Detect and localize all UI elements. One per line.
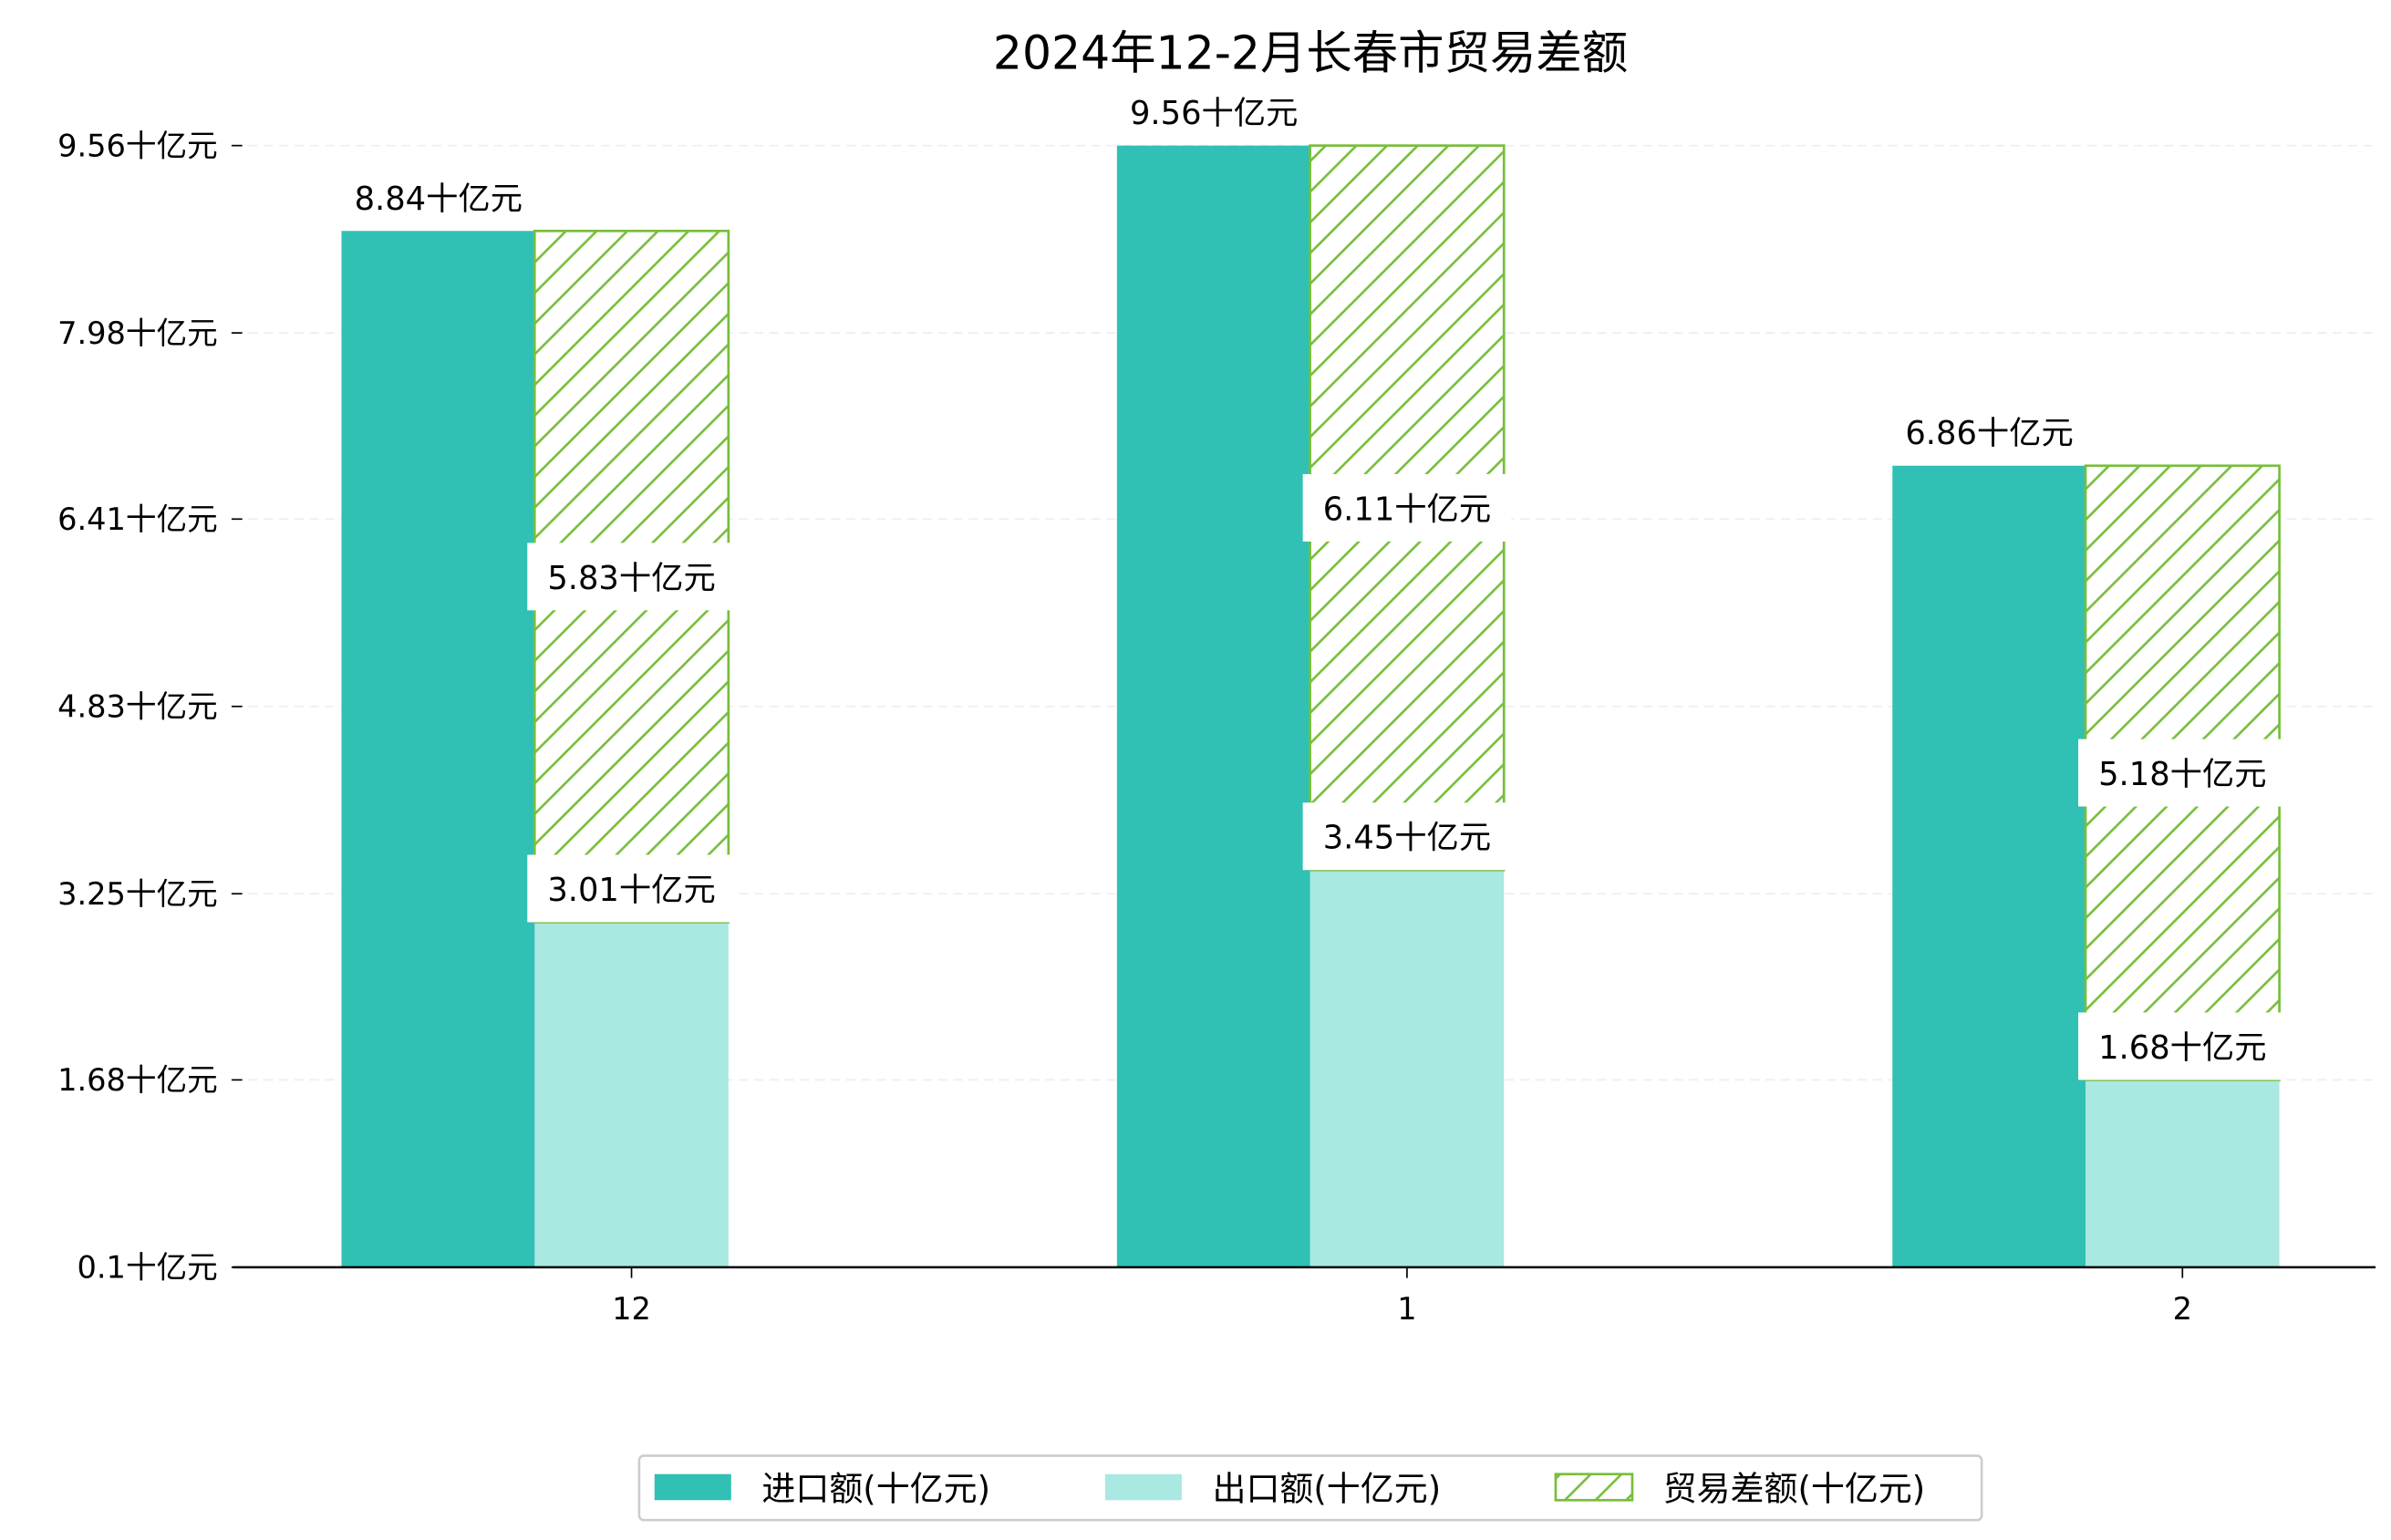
export-bar (1309, 870, 1505, 1267)
legend-swatch (654, 1473, 731, 1501)
import-value-label: 9.56十亿元 (1130, 95, 1298, 132)
trade-balance-value-label-bg (527, 543, 736, 611)
legend-swatch (1104, 1473, 1182, 1501)
legend-swatch (1554, 1473, 1634, 1502)
trade-balance-value-label: 6.11十亿元 (1323, 491, 1491, 528)
trade-balance-value-label: 5.83十亿元 (547, 560, 715, 597)
import-bar (341, 231, 536, 1267)
trade-balance-value-label-bg (2078, 739, 2287, 807)
export-value-label-bg (2078, 1012, 2287, 1080)
export-value-label-bg (527, 854, 736, 923)
import-bar (1116, 145, 1311, 1267)
chart-title: 2024年12-2月长春市贸易差额 (993, 26, 1628, 80)
y-tick-label: 1.68十亿元 (57, 1062, 218, 1098)
import-bar (1892, 465, 2086, 1267)
legend-frame (637, 1454, 1983, 1522)
export-value-label: 3.45十亿元 (1323, 820, 1491, 857)
x-tick-label: 1 (1397, 1291, 1416, 1327)
y-tick-label: 7.98十亿元 (57, 315, 218, 351)
legend: 进口额(十亿元) 出口额(十亿元) 贸易差额(十亿元) (637, 1454, 1983, 1522)
legend-label: 进口额(十亿元) (761, 1469, 990, 1508)
trade-balance-value-label: 5.18十亿元 (2098, 756, 2266, 793)
y-tick-label: 6.41十亿元 (57, 501, 218, 537)
trade-balance-value-label-bg (1302, 473, 1512, 542)
legend-label: 贸易差额(十亿元) (1663, 1469, 1926, 1508)
y-tick-label: 4.83十亿元 (57, 689, 218, 725)
legend-label: 出口额(十亿元) (1212, 1469, 1441, 1508)
import-value-label: 8.84十亿元 (355, 181, 523, 218)
y-tick-label: 9.56十亿元 (57, 128, 218, 163)
y-tick-label: 0.1十亿元 (77, 1250, 217, 1286)
export-bar (2086, 1080, 2280, 1267)
export-bar (534, 922, 729, 1267)
export-value-label-bg (1302, 802, 1512, 871)
export-value-label: 1.68十亿元 (2098, 1029, 2266, 1067)
x-tick-label: 2 (2173, 1291, 2192, 1327)
import-value-label: 6.86十亿元 (1905, 415, 2073, 452)
x-tick-label: 12 (612, 1291, 651, 1327)
export-value-label: 3.01十亿元 (547, 872, 715, 909)
y-tick-label: 3.25十亿元 (57, 876, 218, 912)
